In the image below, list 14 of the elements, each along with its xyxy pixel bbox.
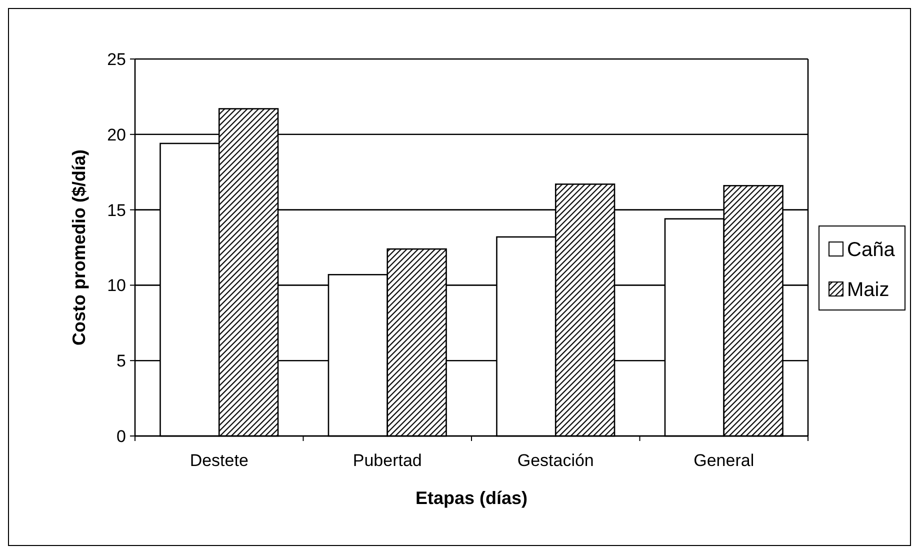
y-tick-label: 5 <box>116 352 126 371</box>
x-tick-label: Gestación <box>517 451 594 470</box>
x-tick-label: Destete <box>190 451 248 470</box>
legend-label: Caña <box>847 239 896 261</box>
y-tick-label: 0 <box>116 426 126 446</box>
y-tick-label: 10 <box>107 276 126 296</box>
y-tick-label: 20 <box>107 125 126 144</box>
y-tick-label: 15 <box>107 200 126 220</box>
x-tick-label: Pubertad <box>352 451 422 470</box>
x-axis-title: Etapas (días) <box>415 488 528 508</box>
y-axis-title: Costo promedio ($/día) <box>69 149 89 346</box>
y-tick-label: 25 <box>107 50 126 69</box>
legend-label: Maiz <box>847 279 890 301</box>
x-tick-label: General <box>694 451 754 470</box>
